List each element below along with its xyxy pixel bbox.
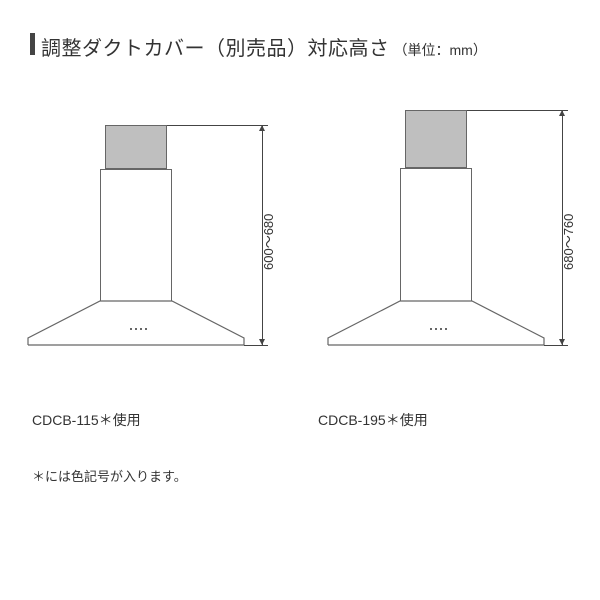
left-dim-arrow-top xyxy=(259,125,265,131)
left-hood-indicator-dots xyxy=(130,328,147,330)
right-dim-ext-bot xyxy=(544,345,568,346)
footnote: ＊には色記号が入ります。 xyxy=(32,466,187,485)
right-height-label: 680～760 xyxy=(558,214,577,270)
right-dim-arrow-top xyxy=(559,110,565,116)
diagrams-row: 600～680 680～760 xyxy=(10,110,590,410)
left-height-label: 600～680 xyxy=(258,214,277,270)
title-row: 調整ダクトカバー（別売品）対応高さ （単位：mm） xyxy=(30,32,487,61)
diagram-left: 600～680 xyxy=(10,110,290,410)
title-main: 調整ダクトカバー（別売品）対応高さ xyxy=(41,32,390,61)
title-accent-bar xyxy=(30,33,35,55)
left-caption: CDCB-115＊使用 xyxy=(32,410,141,430)
right-dim-arrow-bot xyxy=(559,339,565,345)
right-dim-ext-top xyxy=(467,110,568,111)
title-unit: （単位：mm） xyxy=(394,40,487,60)
left-dim-ext-bot xyxy=(244,345,268,346)
left-dim-arrow-bot xyxy=(259,339,265,345)
right-caption: CDCB-195＊使用 xyxy=(318,410,428,430)
right-hood-outline xyxy=(310,110,590,370)
left-hood-outline xyxy=(10,110,290,370)
left-dim-ext-top xyxy=(167,125,268,126)
right-hood-indicator-dots xyxy=(430,328,447,330)
diagram-right: 680～760 xyxy=(310,110,590,410)
